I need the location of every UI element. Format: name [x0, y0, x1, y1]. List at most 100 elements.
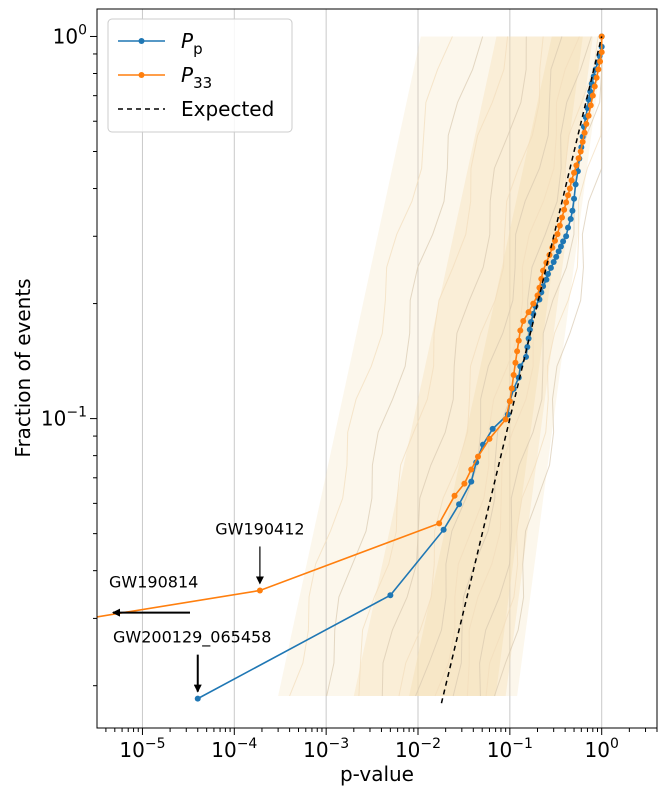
legend-marker-P_p [138, 38, 145, 44]
point-P_p-16 [526, 326, 533, 333]
point-P_33-42 [585, 112, 592, 119]
legend-box [107, 18, 293, 133]
background-curve-5 [415, 36, 563, 697]
point-P_33-48 [597, 58, 604, 65]
x-tick-label-2: 10−3 [303, 736, 349, 762]
point-P_33-45 [591, 83, 598, 90]
point-P_33-44 [589, 92, 596, 99]
annotation-label-2: GW200129_065458 [113, 628, 271, 648]
point-P_33-16 [520, 318, 527, 325]
point-P_33-32 [565, 192, 572, 199]
legend-label-P_33: P33 [181, 63, 212, 92]
point-P_33-43 [587, 102, 594, 109]
point-P_p-1 [387, 592, 394, 599]
point-P_p-27 [553, 253, 560, 260]
point-P_33-14 [515, 337, 522, 344]
point-P_33-18 [530, 300, 537, 307]
point-P_p-34 [569, 207, 576, 214]
point-P_33-6 [474, 453, 481, 460]
annotations: GW190412 GW190814 GW200129_065458 [109, 519, 305, 693]
background-curve-6 [434, 36, 580, 697]
point-P_p-31 [563, 233, 570, 240]
background-curve-10 [485, 36, 603, 697]
x-tick-label-4: 10−1 [487, 736, 533, 762]
point-P_33-37 [575, 155, 582, 162]
point-P_33-41 [583, 121, 590, 128]
point-P_33-29 [559, 214, 566, 221]
legend-label-P_p: Pp [181, 29, 203, 58]
background-curve-8 [466, 36, 599, 696]
point-P_33-3 [451, 492, 458, 499]
point-P_33-11 [510, 372, 517, 379]
x-axis-title: p-value [340, 762, 414, 786]
point-P_33-1 [256, 587, 263, 594]
axis-tick-labels: 10−5 10−4 10−3 10−2 10−1 100 10−1 100 [41, 22, 619, 762]
point-P_p-4 [468, 478, 475, 485]
point-P_p-30 [560, 238, 567, 245]
y-axis-title: Fraction of events [11, 278, 35, 457]
point-P_p-14 [524, 343, 531, 350]
point-P_33-15 [517, 327, 524, 334]
point-P_33-31 [563, 199, 570, 206]
point-P_33-7 [486, 435, 493, 442]
band-inner [409, 36, 583, 696]
background-bands [278, 36, 603, 697]
plot-frame [96, 8, 658, 729]
point-P_33-28 [556, 222, 563, 229]
point-P_p-23 [543, 276, 550, 283]
point-P_33-17 [525, 309, 532, 316]
point-P_33-13 [514, 348, 521, 355]
annotation-label-0: GW190412 [215, 519, 304, 538]
point-P_p-24 [544, 271, 551, 278]
point-P_p-33 [567, 215, 574, 222]
point-P_33-36 [573, 162, 580, 169]
background-curve-3 [381, 36, 527, 696]
point-P_33-12 [512, 359, 519, 366]
x-tick-label-5: 100 [585, 736, 619, 762]
background-curve-11 [493, 36, 603, 697]
point-P_p-7 [489, 425, 496, 432]
point-P_33-9 [506, 398, 513, 405]
background-curve-4 [398, 36, 544, 697]
point-P_p-36 [572, 181, 579, 188]
point-P_33-46 [593, 74, 600, 81]
band-outer [278, 36, 602, 696]
legend: Pp P33 Expected [107, 18, 293, 133]
point-P_p-28 [555, 248, 562, 255]
point-P_33-2 [436, 520, 443, 527]
point-P_33-39 [579, 138, 586, 145]
axis-ticks [90, 35, 658, 735]
point-P_33-5 [468, 466, 475, 473]
legend-label-Expected: Expected [181, 97, 274, 121]
point-P_p-35 [571, 195, 578, 202]
y-tick-label-0: 10−1 [41, 405, 87, 431]
annotation-label-1: GW190814 [109, 573, 198, 592]
x-tick-label-3: 10−2 [395, 736, 441, 762]
point-P_33-38 [577, 148, 584, 155]
background-curve-2 [358, 36, 509, 696]
background-curve-1 [326, 36, 484, 697]
legend-marker-P_33 [138, 72, 145, 78]
series-layer [97, 33, 605, 704]
point-P_33-27 [554, 231, 561, 238]
series-line-Expected [440, 36, 603, 704]
point-P_p-29 [557, 243, 564, 250]
x-tick-label-0: 10−5 [119, 736, 165, 762]
point-P_33-47 [595, 66, 602, 73]
point-P_33-33 [566, 185, 573, 192]
point-P_33-40 [581, 129, 588, 136]
background-curve-0 [289, 36, 453, 697]
y-tick-label-1: 100 [53, 22, 87, 48]
point-P_p-15 [525, 335, 532, 342]
point-P_33-49 [598, 49, 605, 56]
point-P_33-30 [561, 206, 568, 213]
point-P_p-3 [456, 501, 463, 508]
x-tick-label-1: 10−4 [211, 736, 257, 762]
point-P_33-35 [571, 169, 578, 176]
point-P_p-32 [565, 224, 572, 231]
band-middle [353, 36, 593, 696]
point-P_33-4 [461, 480, 468, 487]
point-P_p-25 [547, 264, 554, 271]
point-P_p-2 [440, 526, 447, 533]
